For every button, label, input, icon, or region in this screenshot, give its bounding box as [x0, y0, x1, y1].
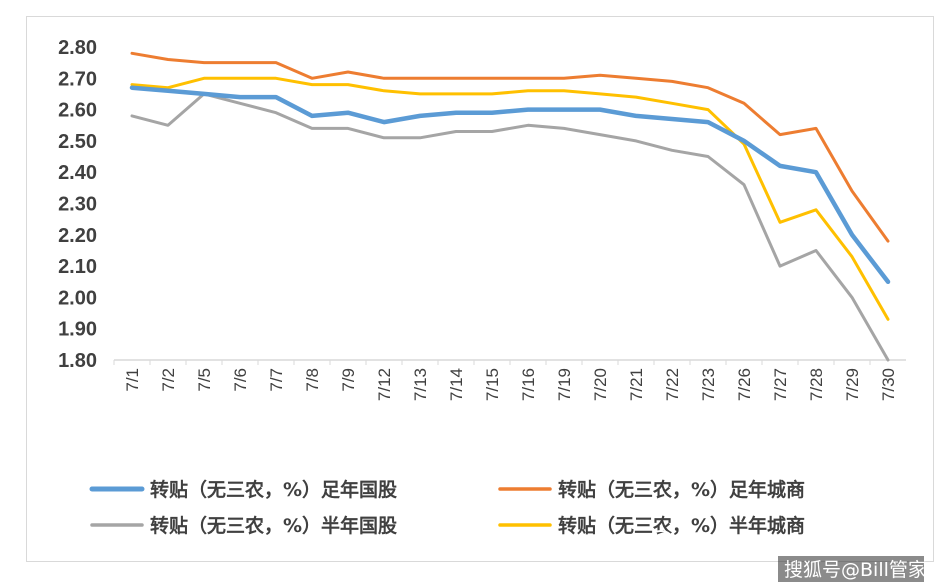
watermark-sohu-id: 搜狐号@Bill管家: [784, 559, 927, 581]
y-tick-label: 2.70: [58, 68, 97, 90]
x-tick-label: 7/29: [843, 368, 862, 401]
x-tick-label: 7/20: [591, 368, 610, 401]
x-tick-label: 7/15: [483, 368, 502, 401]
y-tick-label: 2.20: [58, 225, 97, 247]
series-line-2: [130, 51, 890, 243]
series-line-1: [129, 85, 891, 285]
wechat-icon: [648, 530, 687, 559]
x-tick-label: 7/8: [303, 368, 322, 392]
x-tick-label: 7/30: [879, 368, 898, 401]
x-tick-label: 7/13: [411, 368, 430, 401]
y-tick-label: 2.40: [58, 162, 97, 184]
legend-label-4: 转贴（无三农，%）半年城商: [558, 514, 805, 537]
chart-frame: [26, 16, 934, 562]
x-tick-label: 7/12: [375, 368, 394, 401]
y-tick-label: 2.30: [58, 194, 97, 216]
x-tick-label: 7/6: [231, 368, 250, 392]
watermark: 微信号: huipiaoquan 搜狐号@Bill管家: [648, 530, 927, 582]
y-tick-label: 2.60: [58, 100, 97, 122]
x-tick-label: 7/1: [123, 368, 142, 392]
x-tick-label: 7/5: [195, 368, 214, 392]
watermark-badge: [778, 556, 924, 582]
x-tick-label: 7/26: [735, 368, 754, 401]
y-tick-label: 2.10: [58, 256, 97, 278]
legend-label-1: 转贴（无三农，%）足年国股: [150, 478, 397, 501]
y-tick-label: 2.80: [58, 37, 97, 59]
series-line-3: [130, 92, 890, 362]
legend-label-2: 转贴（无三农，%）足年城商: [558, 478, 805, 501]
y-tick-label: 1.90: [58, 319, 97, 341]
x-tick-label: 7/28: [807, 368, 826, 401]
series-line-4: [130, 76, 890, 321]
y-tick-label: 2.00: [58, 287, 97, 309]
x-tick-label: 7/2: [159, 368, 178, 392]
x-tick-label: 7/14: [447, 368, 466, 401]
y-tick-label: 1.80: [58, 350, 97, 372]
x-tick-label: 7/22: [663, 368, 682, 401]
legend-label-3: 转贴（无三农，%）半年国股: [150, 514, 397, 537]
x-tick-label: 7/21: [627, 368, 646, 401]
watermark-wechat-id: 微信号: huipiaoquan: [694, 533, 881, 555]
x-tick-label: 7/19: [555, 368, 574, 401]
series-lines: [129, 51, 891, 362]
x-axis-ticks: 7/1 7/2 7/5 7/6 7/7 7/8 7/9 7/12 7/13 7/14 7/15 7/1…: [113, 360, 898, 401]
x-tick-label: 7/9: [339, 368, 358, 392]
y-tick-label: 2.50: [58, 131, 97, 153]
y-axis-ticks: 2.80 2.70 2.60 2.50 2.40 2.30 2.20 2.10 2.00 1.90…: [58, 37, 97, 372]
x-tick-label: 7/7: [267, 368, 286, 392]
x-tick-label: 7/16: [519, 368, 538, 401]
x-tick-label: 7/27: [771, 368, 790, 401]
x-tick-label: 7/23: [699, 368, 718, 401]
